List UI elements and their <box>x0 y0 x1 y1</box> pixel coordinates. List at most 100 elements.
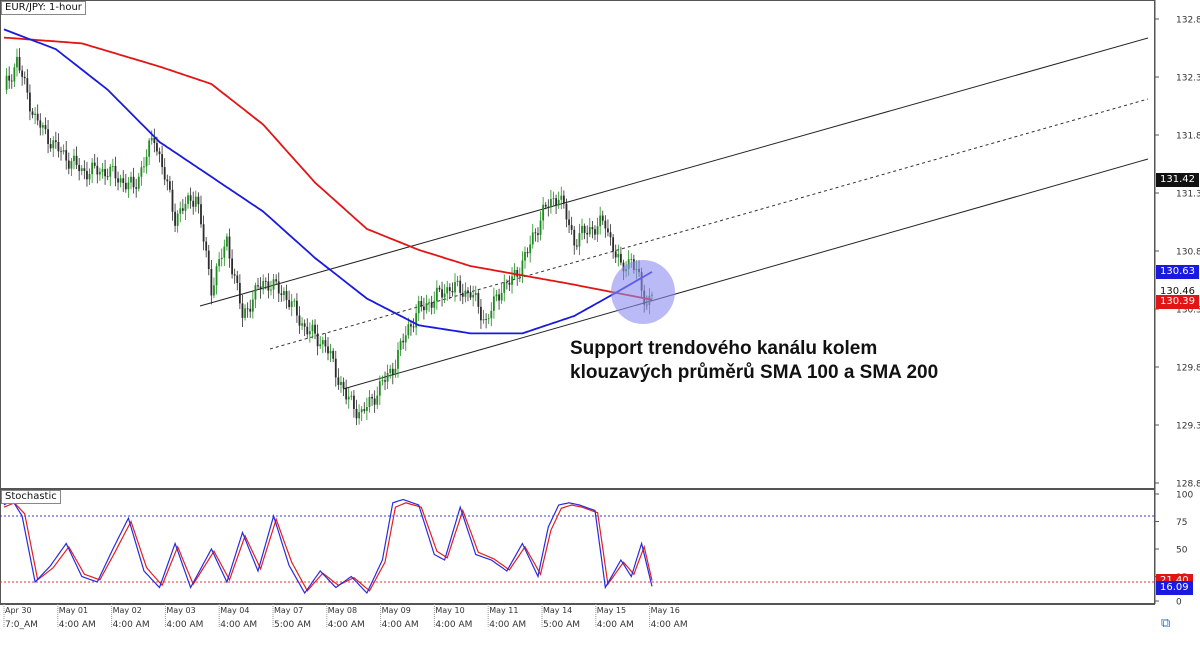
candle-body <box>26 78 29 93</box>
candle-body <box>308 331 311 335</box>
price-badge-last: 131.42 <box>1156 173 1199 187</box>
date-tick-label: May 09 <box>382 606 411 615</box>
candle-body <box>192 200 195 207</box>
candle-body <box>277 281 280 294</box>
indicator-title: Stochastic <box>1 490 61 504</box>
candle-body <box>295 300 298 316</box>
candle-body <box>586 232 589 235</box>
link-icon[interactable]: ⧉ <box>1161 615 1171 630</box>
time-tick-label: 7:0_AM <box>5 620 38 630</box>
date-tick-label: May 07 <box>274 606 303 615</box>
channel-upper-line[interactable] <box>199 37 1149 307</box>
candle-body <box>249 308 252 312</box>
date-tick-label: May 04 <box>220 606 249 615</box>
candle-body <box>150 137 153 141</box>
candle-body <box>114 166 117 179</box>
candle-body <box>205 241 208 251</box>
price-badge-sma100: 130.63 <box>1156 265 1199 279</box>
candle-body <box>88 174 91 180</box>
date-tick-label: May 08 <box>328 606 357 615</box>
annotation-line-2: klouzavých průměrů SMA 100 a SMA 200 <box>570 362 939 383</box>
stoch-k-line[interactable] <box>3 498 653 595</box>
candle-body <box>617 253 620 258</box>
candle-body <box>345 388 348 400</box>
candle-body <box>52 140 55 149</box>
candle-body <box>353 395 355 409</box>
candle-body <box>340 381 342 385</box>
candle-body <box>399 340 402 350</box>
candle-body <box>425 303 428 311</box>
candle-body <box>365 406 368 411</box>
candle-body <box>391 368 394 376</box>
candle-body <box>270 289 272 291</box>
sma-200-line[interactable] <box>3 36 653 301</box>
candle-body <box>75 155 78 165</box>
candle-body <box>358 412 361 419</box>
candle-body <box>472 294 475 298</box>
channel-lower-line[interactable] <box>342 158 1149 390</box>
candle-body <box>41 125 44 128</box>
candle-body <box>187 195 189 204</box>
price-panel-frame <box>0 0 1155 489</box>
candle-body <box>306 326 309 335</box>
candle-body <box>226 236 228 247</box>
candle-body <box>612 237 615 252</box>
candle-body <box>62 150 65 152</box>
candle-body <box>474 292 477 295</box>
stoch-d-line[interactable] <box>3 502 653 592</box>
candle-body <box>189 195 192 201</box>
candle-body <box>80 168 83 172</box>
candle-body <box>441 289 443 298</box>
candle-body <box>236 275 239 283</box>
candle-body <box>34 113 37 115</box>
date-tick-label: Apr 30 <box>5 606 32 615</box>
candle-body <box>184 203 187 211</box>
candle-body <box>562 195 565 204</box>
time-tick-label: 4:00 AM <box>220 620 257 630</box>
candle-body <box>264 280 267 282</box>
candle-body <box>124 182 127 190</box>
candle-body <box>508 282 511 285</box>
date-tick-label: May 11 <box>489 606 518 615</box>
candle-body <box>430 302 433 308</box>
candle-body <box>355 408 358 419</box>
sma-100-line[interactable] <box>3 28 653 335</box>
candle-body <box>410 324 412 327</box>
candle-body <box>65 150 68 161</box>
candle-body <box>215 266 218 286</box>
candle-body <box>13 67 16 82</box>
candle-body <box>213 285 215 296</box>
candle-body <box>122 178 125 183</box>
candle-body <box>378 381 381 396</box>
candle-body <box>578 233 581 247</box>
candle-body <box>464 290 467 297</box>
candle-body <box>288 299 291 308</box>
candle-body <box>407 324 410 336</box>
candle-body <box>244 308 246 318</box>
candle-body <box>60 151 62 153</box>
candle-body <box>96 165 99 175</box>
candle-body <box>560 195 563 200</box>
candle-body <box>29 92 31 112</box>
candle-body <box>573 229 576 246</box>
candle-body <box>575 245 578 247</box>
candle-body <box>630 259 633 260</box>
candle-body <box>482 319 485 321</box>
candle-body <box>137 176 140 189</box>
candle-body <box>156 143 158 152</box>
candle-body <box>316 333 319 347</box>
candle-body <box>542 204 545 221</box>
candle-body <box>23 76 26 79</box>
candle-body <box>324 340 327 347</box>
candle-body <box>601 215 604 221</box>
candle-body <box>487 318 490 320</box>
candle-body <box>443 293 446 298</box>
candle-body <box>417 301 420 314</box>
annotation-text: Support trendového kanálu kolem klouzavý… <box>570 337 938 385</box>
candle-body <box>404 335 407 343</box>
candle-body <box>49 144 52 149</box>
candle-body <box>8 75 11 81</box>
candle-body <box>111 166 114 167</box>
candle-body <box>91 162 94 175</box>
